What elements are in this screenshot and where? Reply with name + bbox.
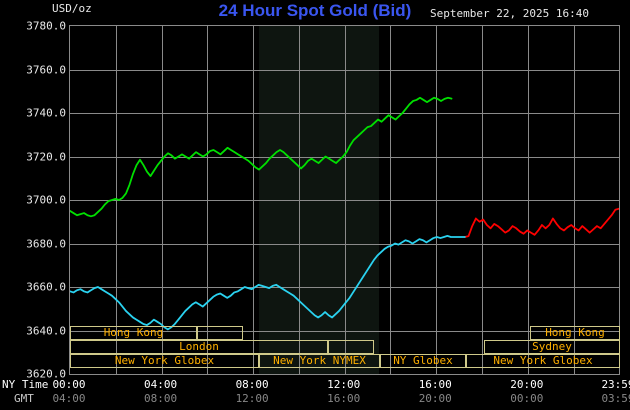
x-axis-tick-label-ny: 16:00 [418, 378, 452, 391]
y-axis-tick-label: 3640.0 [26, 324, 66, 337]
x-axis-tick-label-ny: 04:00 [144, 378, 178, 391]
session-bar [328, 340, 374, 354]
session-bar-label: New York Globex [114, 354, 215, 367]
price-chart-plot [69, 25, 620, 375]
x-axis-tick-label-ny: 12:00 [327, 378, 361, 391]
y-axis-tick-label: 3740.0 [26, 106, 66, 120]
price-line [463, 207, 619, 238]
gridline-vertical [528, 26, 529, 374]
x-axis-tick-label-gmt: 16:00 [327, 392, 361, 405]
x-axis-gmt-ticks: 04:00 08:00 12:00 16:00 20:00 00:00 03:59 [0, 392, 630, 406]
session-bar-label: NY Globex [393, 354, 453, 367]
session-bar-label: Hong Kong [545, 326, 605, 339]
gridline-vertical [436, 26, 437, 374]
gridline-vertical [482, 26, 483, 374]
session-bar-label: Sydney [532, 340, 572, 353]
y-axis-tick-label: 3700.0 [26, 193, 66, 207]
price-line [70, 96, 453, 218]
price-series-lines [70, 96, 619, 331]
session-bar: Hong Kong [530, 326, 620, 340]
x-axis-tick-label-ny: 23:59 [601, 378, 630, 391]
session-bar: Sydney [484, 340, 620, 354]
y-axis-tick-label: 3780.0 [26, 19, 66, 33]
session-bar: New York Globex [466, 354, 620, 368]
gridline-horizontal [70, 287, 619, 288]
gridline-horizontal [70, 200, 619, 201]
x-axis-tick-label-gmt: 12:00 [235, 392, 269, 405]
y-axis-tick-label: 3760.0 [26, 63, 66, 76]
gridline-vertical [574, 26, 575, 374]
x-axis-tick-label-gmt: 08:00 [144, 392, 178, 405]
gridline-vertical [345, 26, 346, 374]
session-bar: Hong Kong [70, 326, 197, 340]
gridline-vertical [299, 26, 300, 374]
session-bar-label: New York Globex [493, 354, 593, 367]
page-title: 24 Hour Spot Gold (Bid) [218, 1, 412, 20]
x-axis-tick-label-gmt: 00:00 [510, 392, 544, 405]
session-bar: New York NYMEX [259, 354, 380, 368]
gridline-horizontal [70, 157, 619, 158]
session-bar-label: Hong Kong [103, 326, 164, 339]
x-axis-ny-ticks: 00:00 04:00 08:00 12:00 16:00 20:00 23:59 [0, 378, 630, 392]
gridline-vertical [207, 26, 208, 374]
x-axis-tick-label-ny: 20:00 [510, 378, 544, 391]
session-bar [197, 326, 243, 340]
x-axis-tick-label-gmt: 04:00 [52, 392, 86, 405]
trading-session-bars: Hong Kong Hong Kong London Sydney New York G… [0, 326, 630, 374]
quote-timestamp: September 22, 2025 16:40 [430, 7, 589, 20]
y-axis-tick-label: 3660.0 [26, 280, 66, 294]
session-bar: London [70, 340, 328, 354]
gridline-horizontal [70, 113, 619, 114]
x-axis-ny-time-label: NY Time [2, 378, 49, 391]
gridline-vertical [390, 26, 391, 374]
gridline-horizontal [70, 374, 619, 375]
x-axis-tick-label-gmt: 03:59 [601, 392, 630, 405]
x-axis-tick-label-gmt: 20:00 [418, 392, 452, 405]
session-bar: New York Globex [70, 354, 259, 368]
session-bar: NY Globex [380, 354, 466, 368]
x-axis-tick-label-ny: 08:00 [235, 378, 269, 391]
y-axis-unit-label: USD/oz [52, 2, 92, 15]
gridline-vertical [253, 26, 254, 374]
gridline-horizontal [70, 70, 619, 71]
session-bar-label: London [179, 340, 219, 353]
y-axis: 3780.0 3760.0 3740.0 3720.0 3700.0 3680.0 3660… [0, 20, 66, 381]
x-axis-tick-label-ny: 00:00 [52, 378, 86, 391]
y-axis-tick-label: 3620.0 [26, 367, 66, 381]
session-bar-label: New York NYMEX [273, 354, 366, 367]
gridline-horizontal [70, 331, 619, 332]
gridline-vertical [162, 26, 163, 374]
price-line [70, 234, 466, 331]
y-axis-tick-label: 3680.0 [26, 237, 66, 250]
y-axis-tick-label: 3720.0 [26, 150, 66, 163]
x-axis-gmt-label: GMT [14, 392, 34, 405]
gridline-horizontal [70, 244, 619, 245]
